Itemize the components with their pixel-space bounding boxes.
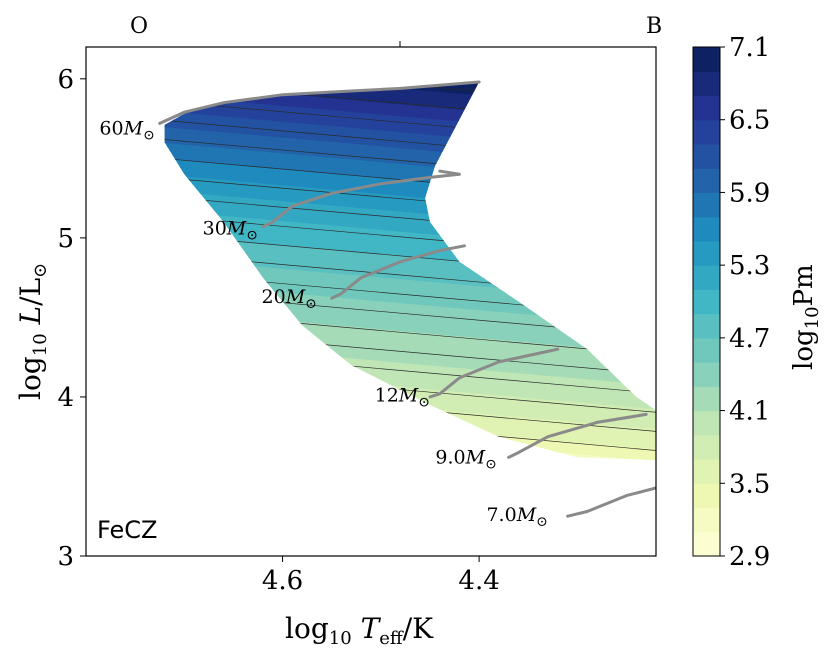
colorbar-band [693, 289, 720, 315]
x-tick-label: 4.6 [262, 566, 303, 596]
colorbar-band [693, 192, 720, 218]
colorbar-band [693, 531, 720, 557]
track-line [428, 347, 560, 399]
heatmap-cell [66, 6, 774, 73]
track-line [261, 169, 461, 229]
track-label: 30M⊙ [203, 218, 258, 244]
heatmap-region [66, 0, 774, 461]
colorbar-tick-label: 2.9 [729, 542, 770, 572]
colorbar-band [693, 507, 720, 533]
track-label: 20M⊙ [262, 286, 317, 312]
track-label: 7.0M⊙ [486, 504, 547, 530]
colorbar-tick-label: 4.7 [729, 324, 770, 354]
y-tick-label: 4 [57, 383, 74, 413]
heatmap-cell [66, 0, 774, 50]
track-line [566, 486, 656, 518]
colorbar-band [693, 216, 720, 242]
heatmap-cell [164, 411, 656, 461]
colorbar-band [693, 265, 720, 290]
x-tick-label: 4.4 [458, 566, 499, 596]
colorbar-tick-label: 4.1 [729, 397, 770, 427]
colorbar-tick-label: 5.3 [729, 251, 770, 281]
heatmap-cell [164, 407, 656, 461]
y-tick-label: 5 [57, 224, 74, 254]
heatmap-cell [66, 0, 774, 58]
heatmap-cell [164, 403, 656, 461]
heatmap-cell [164, 455, 656, 461]
track-line [330, 244, 466, 300]
heatmap-cell [164, 447, 656, 461]
heatmap-cell [164, 435, 656, 461]
heatmap-cell [164, 439, 656, 461]
heatmap-cell [164, 423, 656, 461]
heatmap-cell [164, 419, 656, 461]
track-line [507, 412, 648, 459]
colorbar-tick-label: 3.5 [729, 469, 770, 499]
heatmap-cell [66, 0, 774, 62]
colorbar-band [693, 119, 720, 145]
colorbar-band [693, 337, 720, 363]
track-60 [158, 80, 481, 125]
colorbar-band [693, 386, 720, 412]
x-axis-title: log10 Teff/K [285, 612, 434, 649]
y-tick-label: 6 [57, 65, 74, 95]
track-label: 9.0M⊙ [435, 447, 496, 473]
plot-frame [85, 46, 657, 557]
colorbar-band [693, 168, 720, 194]
svg-text:log10 Teff/K: log10 Teff/K [285, 612, 434, 649]
heatmap-cell [164, 443, 656, 461]
panel-label: FeCZ [97, 516, 157, 544]
heatmap-cell [164, 431, 656, 461]
heatmap-cell [164, 82, 656, 86]
contour-line [164, 416, 656, 461]
colorbar-title: log10Pm [789, 264, 823, 370]
top-label-o: O [130, 14, 148, 39]
colorbar-band [693, 459, 720, 484]
colorbar-tick-label: 6.5 [729, 106, 770, 136]
heatmap-cell [66, 2, 774, 69]
evolution-tracks [158, 80, 656, 518]
colorbar-tick-label: 5.9 [729, 178, 770, 208]
colorbar-band [693, 362, 720, 387]
y-tick-label: 3 [57, 542, 74, 572]
colorbar-band [693, 313, 720, 339]
heatmap-fill [66, 0, 774, 461]
track-label: 60M⊙ [99, 118, 154, 144]
y-axis-title: log10 L/L⊙ [14, 263, 51, 400]
svg-text:log10 L/L⊙: log10 L/L⊙ [14, 263, 51, 400]
heatmap-cell [164, 451, 656, 461]
colorbar-band [693, 47, 720, 72]
heatmap-cell [66, 0, 774, 54]
track-labels: 60M⊙ 30M⊙ 20M⊙ 12M⊙ 9.0M⊙ 7.0M⊙ [99, 118, 547, 531]
axis-ticks: 4.6 4.4 3 4 5 6 [57, 65, 499, 596]
heatmap-cell [164, 427, 656, 461]
colorbar-band [693, 71, 720, 97]
colorbar-band [693, 434, 720, 460]
heatmap-cell [66, 14, 774, 81]
svg-text:log10Pm: log10Pm [789, 264, 823, 370]
colorbar-tick-label: 7.1 [729, 33, 770, 63]
colorbar-band [693, 483, 720, 509]
top-label-b: B [646, 14, 662, 39]
track-label: 12M⊙ [375, 385, 430, 411]
heatmap-cell [164, 82, 656, 90]
heatmap-cell [164, 82, 656, 94]
colorbar-band [693, 410, 720, 436]
colorbar-frame [692, 46, 721, 557]
colorbar-band [693, 240, 720, 266]
heatmap-cell [66, 10, 774, 77]
contour-line [164, 435, 656, 461]
heatmap-cell [164, 415, 656, 461]
colorbar-band [693, 95, 720, 121]
heatmap-cell [66, 0, 774, 66]
colorbar-band [693, 143, 720, 169]
colorbar: 7.1 6.5 5.9 5.3 4.7 4.1 3.5 2.9 [692, 33, 770, 572]
